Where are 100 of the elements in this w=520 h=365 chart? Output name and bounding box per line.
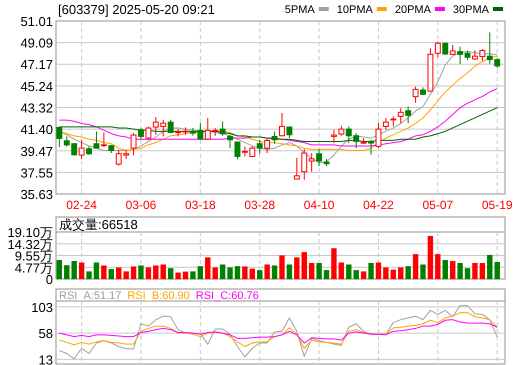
bar bbox=[78, 262, 84, 280]
line-series bbox=[58, 319, 498, 344]
x-tick-label: 03-06 bbox=[126, 198, 157, 212]
x-tick-label: 03-28 bbox=[244, 198, 276, 212]
candlestick bbox=[100, 132, 107, 148]
y-tick-label: 103 bbox=[31, 300, 53, 315]
bar bbox=[412, 254, 418, 280]
bar bbox=[450, 261, 456, 280]
legend-label: 20PMA bbox=[394, 4, 432, 16]
legend-label: 10PMA bbox=[336, 4, 374, 16]
y-tick-label: 19.10万 bbox=[7, 225, 53, 240]
bar bbox=[308, 263, 314, 280]
chart-title: 成交量:66518 bbox=[59, 217, 138, 232]
bar bbox=[390, 270, 396, 280]
bar bbox=[279, 255, 285, 280]
x-tick-label: 05-07 bbox=[422, 198, 454, 212]
y-tick-label: 43.32 bbox=[20, 100, 53, 116]
bar bbox=[71, 261, 77, 280]
text: RSI_B:60.90 bbox=[127, 290, 190, 302]
y-tick-label: 41.40 bbox=[20, 122, 53, 138]
bar bbox=[250, 268, 255, 280]
y-tick-label: 51.01 bbox=[20, 14, 53, 29]
bar bbox=[56, 260, 62, 280]
candlestick bbox=[227, 134, 233, 149]
x-tick-label: 04-22 bbox=[363, 198, 394, 212]
bar bbox=[146, 267, 152, 280]
candlestick bbox=[368, 139, 374, 156]
candlestick bbox=[272, 130, 278, 144]
bar bbox=[428, 236, 434, 280]
bar bbox=[205, 257, 210, 280]
candlestick bbox=[294, 157, 300, 180]
y-tick-label: 47.17 bbox=[20, 57, 53, 72]
bar bbox=[494, 262, 500, 280]
bar bbox=[108, 269, 114, 280]
candlestick bbox=[330, 129, 337, 144]
line-series bbox=[58, 305, 498, 360]
candlestick bbox=[398, 108, 404, 124]
y-tick-label: 58 bbox=[38, 326, 53, 342]
bar bbox=[420, 264, 426, 280]
candlestick bbox=[220, 120, 226, 136]
bar bbox=[116, 267, 122, 280]
bar bbox=[286, 264, 292, 280]
candlestick bbox=[353, 132, 360, 149]
bar bbox=[354, 270, 359, 280]
bar bbox=[64, 265, 70, 280]
y-tick-label: 45.24 bbox=[20, 78, 53, 94]
bar bbox=[190, 271, 196, 280]
legend-label: 30PMA bbox=[452, 4, 490, 16]
candlestick bbox=[56, 126, 62, 148]
candlestick bbox=[78, 139, 85, 160]
candlestick bbox=[130, 132, 137, 156]
bar bbox=[220, 264, 226, 280]
bar bbox=[472, 263, 478, 280]
candlestick bbox=[256, 139, 263, 154]
bar bbox=[242, 266, 248, 280]
bar bbox=[480, 263, 486, 280]
bar bbox=[405, 266, 411, 280]
y-tick-label: 49.09 bbox=[20, 36, 53, 51]
candlestick bbox=[234, 140, 240, 160]
candlestick bbox=[264, 138, 270, 154]
x-tick-label: 02-24 bbox=[66, 198, 98, 212]
candlestick bbox=[486, 32, 493, 64]
bar bbox=[435, 254, 441, 280]
bar bbox=[198, 266, 204, 280]
line-series bbox=[58, 312, 498, 349]
x-tick-label: 05-19 bbox=[482, 198, 513, 212]
bar bbox=[338, 262, 344, 280]
bar bbox=[302, 252, 307, 280]
candlestick bbox=[434, 41, 441, 58]
bar bbox=[331, 248, 337, 280]
candlestick bbox=[168, 119, 174, 134]
candlestick bbox=[405, 106, 412, 124]
bar bbox=[487, 254, 492, 280]
y-tick-label: 13 bbox=[38, 352, 53, 365]
candlestick bbox=[338, 125, 344, 136]
x-tick-label: 04-10 bbox=[304, 198, 335, 212]
bar bbox=[272, 265, 278, 280]
bar bbox=[212, 267, 218, 280]
candlestick bbox=[390, 116, 396, 127]
candlestick bbox=[138, 128, 144, 140]
candlestick bbox=[145, 126, 152, 140]
bar bbox=[294, 257, 300, 280]
candlestick bbox=[442, 42, 448, 56]
bar bbox=[376, 262, 382, 280]
chart-title: [603379] 2025-05-20 09:21 bbox=[58, 2, 215, 17]
y-tick-label: 39.47 bbox=[20, 144, 53, 159]
candlestick bbox=[376, 122, 382, 149]
text: RSI_C:60.76 bbox=[196, 290, 259, 302]
candlestick bbox=[494, 58, 500, 68]
bar bbox=[168, 268, 174, 280]
bar bbox=[138, 265, 144, 280]
bar bbox=[398, 267, 404, 280]
legend-label: 5PMA bbox=[284, 4, 316, 16]
candlestick bbox=[412, 86, 419, 104]
bar bbox=[360, 271, 366, 280]
candlestick bbox=[94, 130, 100, 149]
candlestick bbox=[450, 44, 456, 56]
candlestick bbox=[346, 126, 352, 144]
candlestick bbox=[316, 148, 322, 167]
bar bbox=[383, 267, 389, 280]
